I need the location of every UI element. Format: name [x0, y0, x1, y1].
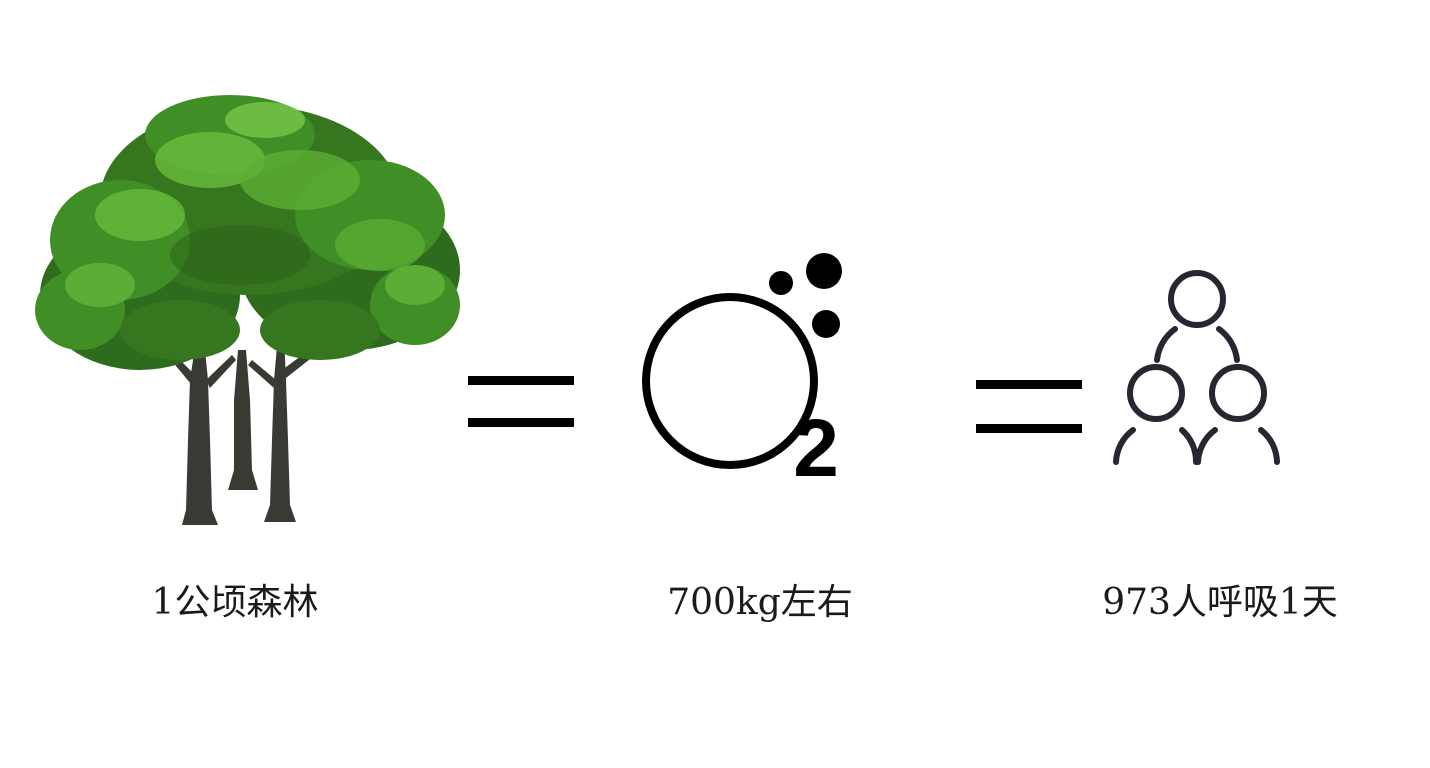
equals-icon — [468, 376, 574, 427]
oxygen-bubble-large — [806, 253, 842, 289]
equals-icon — [976, 380, 1082, 433]
oxygen-ring — [642, 293, 818, 469]
forest-label: 1公顷森林 — [151, 582, 319, 623]
oxygen-subscript: 2 — [793, 403, 839, 490]
people-label: 973人呼吸1天 — [1102, 582, 1338, 623]
oxygen-molecule-icon: 2 — [642, 253, 842, 490]
oxygen-bubble-small — [769, 271, 793, 295]
oxygen-bubble-medium — [812, 310, 840, 338]
tree-icon — [35, 95, 460, 525]
people-group-icon — [1113, 270, 1280, 465]
tree-trunks — [166, 335, 324, 525]
tree-canopy — [35, 95, 460, 370]
oxygen-label: 700kg左右 — [667, 582, 853, 623]
